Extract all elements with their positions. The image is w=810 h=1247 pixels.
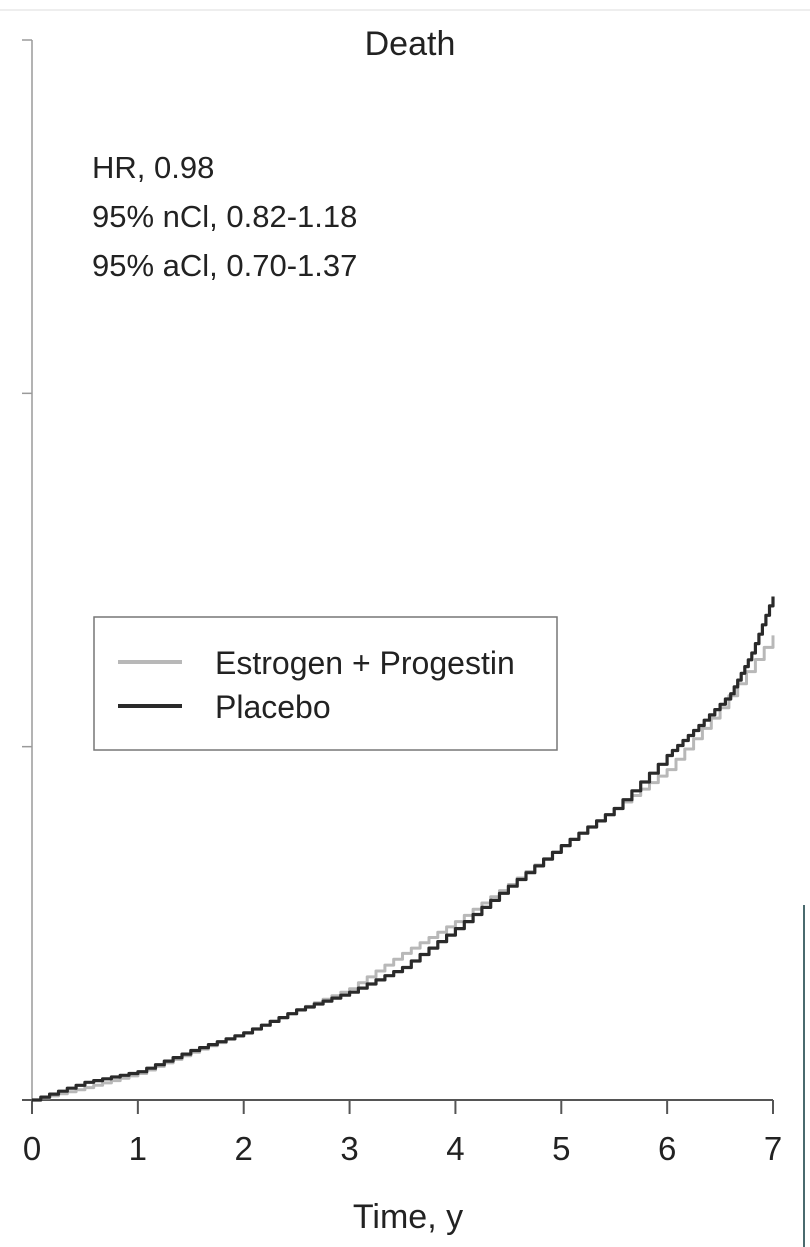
annotation-hr: HR, 0.98 <box>92 150 214 185</box>
x-tick-label-6: 6 <box>658 1130 676 1167</box>
annotation-group: HR, 0.98 95% nCl, 0.82-1.18 95% aCl, 0.7… <box>92 150 357 283</box>
legend: Estrogen + Progestin Placebo <box>93 616 558 751</box>
annotation-ncl: 95% nCl, 0.82-1.18 <box>92 199 357 234</box>
x-axis-label: Time, y <box>353 1198 463 1236</box>
x-tick-label-3: 3 <box>340 1130 358 1167</box>
x-tick-label-7: 7 <box>764 1130 782 1167</box>
x-tick-label-2: 2 <box>235 1130 253 1167</box>
series-lines <box>32 596 775 1102</box>
axes: 0 1 2 3 4 5 6 7 <box>22 39 782 1167</box>
series-line-placebo <box>32 596 775 1102</box>
x-tick-label-5: 5 <box>552 1130 570 1167</box>
legend-box <box>93 616 558 751</box>
x-tick-label-1: 1 <box>129 1130 147 1167</box>
legend-label-estrogen-progestin: Estrogen + Progestin <box>215 645 515 681</box>
chart-title: Death <box>365 25 456 63</box>
x-tick-label-4: 4 <box>446 1130 464 1167</box>
annotation-acl: 95% aCl, 0.70-1.37 <box>92 248 357 283</box>
legend-label-placebo: Placebo <box>215 689 331 725</box>
x-tick-label-0: 0 <box>23 1130 41 1167</box>
